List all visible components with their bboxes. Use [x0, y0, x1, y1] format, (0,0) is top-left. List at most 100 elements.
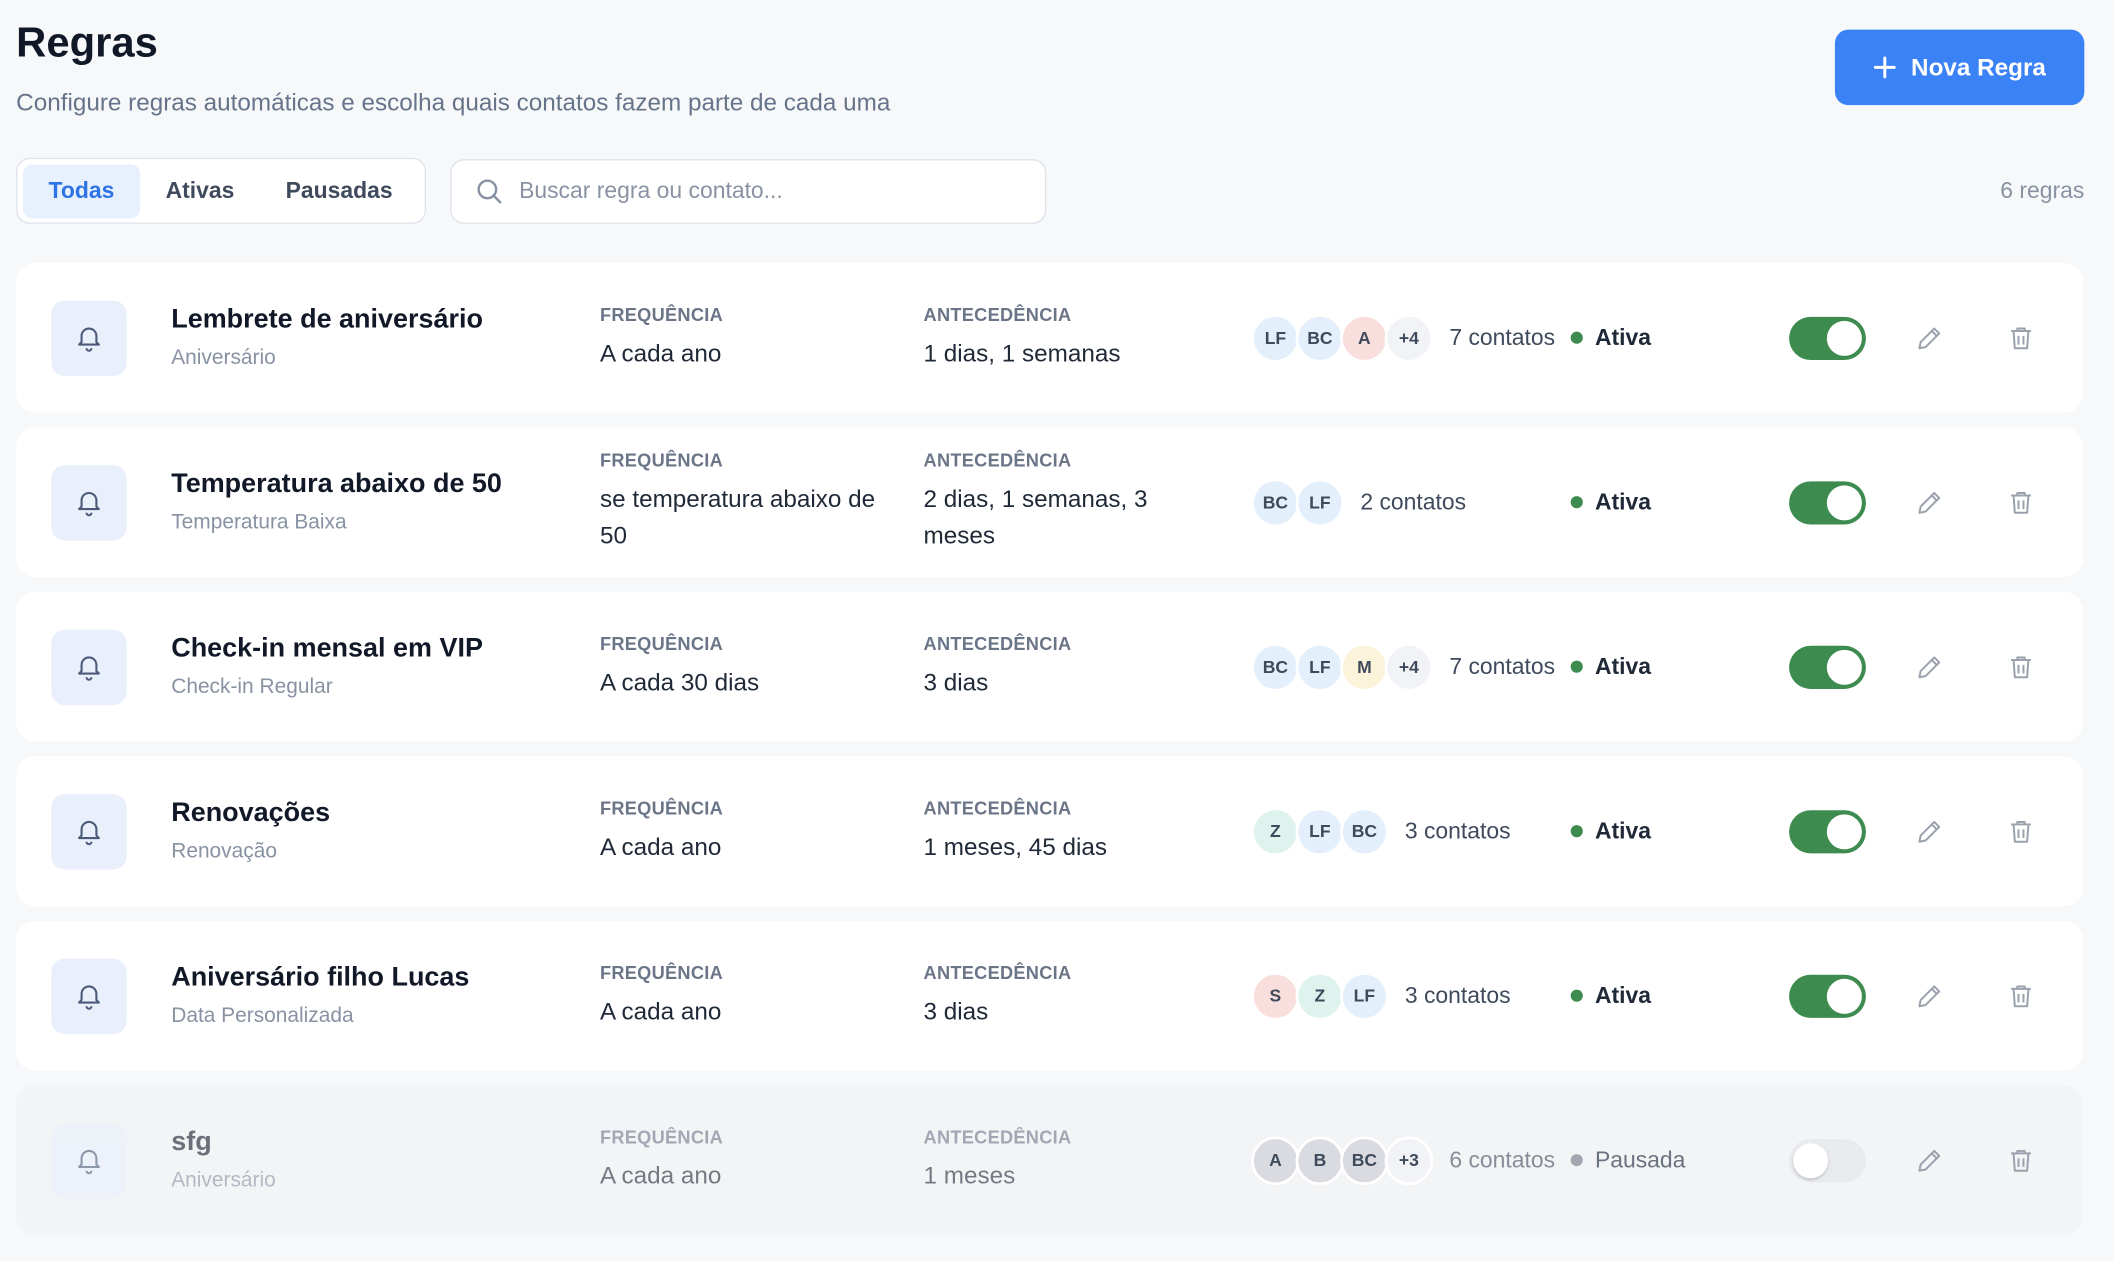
rule-toggle[interactable] [1789, 974, 1866, 1018]
contact-avatar: LF [1340, 971, 1389, 1020]
advance-column: ANTECEDÊNCIA 3 dias [924, 962, 1252, 1029]
contact-avatar: LF [1251, 313, 1300, 362]
delete-button[interactable] [2006, 487, 2036, 523]
trash-icon [2011, 820, 2031, 843]
avatar-stack: BC LF M +4 [1251, 642, 1434, 691]
advance-label: ANTECEDÊNCIA [923, 1126, 1072, 1147]
rule-name: Check-in mensal em VIP [171, 633, 483, 664]
rule-row: Check-in mensal em VIP Check-in Regular FR… [16, 591, 2083, 742]
frequency-value: A cada 30 dias [599, 668, 760, 696]
status-label: Ativa [1594, 817, 1652, 844]
contacts-count: 2 contatos [1360, 489, 1467, 516]
rule-row: Aniversário filho Lucas Data Personalizad… [16, 920, 2083, 1071]
filter-tab[interactable]: Pausadas [285, 177, 393, 203]
contacts-column: LF BC A +4 7 contatos [1251, 313, 1571, 362]
frequency-label: FREQUÊNCIA [599, 797, 724, 818]
edit-button[interactable] [1914, 323, 1944, 359]
delete-button[interactable] [2006, 981, 2036, 1017]
edit-button[interactable] [1914, 487, 1944, 523]
rule-category: Aniversário [171, 1168, 276, 1192]
frequency-value: se temperatura abaixo de 50 [599, 485, 876, 549]
contact-avatar: BC [1251, 477, 1300, 527]
rule-toggle[interactable] [1789, 809, 1866, 853]
trash-icon [2011, 491, 2031, 514]
contact-avatar: B [1295, 1135, 1345, 1185]
rule-name: Aniversário filho Lucas [171, 962, 470, 993]
advance-column: ANTECEDÊNCIA 2 dias, 1 semanas, 3 meses [924, 450, 1252, 554]
rule-toggle[interactable] [1789, 645, 1866, 689]
rule-icon [51, 464, 127, 540]
frequency-label: FREQUÊNCIA [599, 304, 724, 325]
delete-button[interactable] [2006, 323, 2036, 359]
frequency-column: FREQUÊNCIA A cada ano [600, 962, 924, 1029]
status-dot [1570, 1154, 1583, 1167]
advance-label: ANTECEDÊNCIA [923, 632, 1072, 654]
status-label: Pausada [1594, 1146, 1686, 1173]
new-rule-button[interactable]: Nova Regra [1834, 29, 2085, 106]
frequency-value: A cada ano [599, 339, 722, 367]
edit-button[interactable] [1914, 981, 1944, 1017]
search-placeholder: Buscar regra ou contato... [519, 177, 783, 204]
rule-toggle[interactable] [1789, 1138, 1866, 1182]
rule-category: Renovação [171, 839, 277, 863]
frequency-column: FREQUÊNCIA A cada 30 dias [600, 633, 924, 700]
pencil-icon [1918, 1149, 1941, 1172]
advance-label: ANTECEDÊNCIA [923, 797, 1072, 818]
rule-name-column: sfg Aniversário [171, 1127, 600, 1193]
status-label: Ativa [1594, 653, 1652, 679]
bell-icon [78, 1149, 100, 1174]
frequency-value: A cada ano [599, 832, 722, 860]
avatar-stack: LF BC A +4 [1251, 313, 1434, 362]
edit-button[interactable] [1914, 1145, 1944, 1181]
frequency-column: FREQUÊNCIA se temperatura abaixo de 50 [600, 450, 924, 554]
rule-category: Check-in Regular [171, 675, 333, 699]
advance-value: 3 dias [923, 997, 989, 1024]
search-box[interactable]: Buscar regra ou contato... [450, 159, 1047, 224]
frequency-column: FREQUÊNCIA A cada ano [600, 304, 924, 371]
rule-name: Lembrete de aniversário [171, 304, 483, 335]
advance-value: 1 meses [923, 1161, 1016, 1189]
avatar-stack: BC LF [1251, 477, 1345, 527]
rule-icon [51, 1122, 127, 1198]
bell-icon [78, 820, 100, 845]
trash-icon [2011, 326, 2031, 349]
contacts-count: 6 contatos [1449, 1147, 1556, 1173]
frequency-label: FREQUÊNCIA [599, 961, 724, 983]
edit-button[interactable] [1914, 816, 1944, 852]
advance-label: ANTECEDÊNCIA [923, 961, 1072, 983]
contacts-count: 3 contatos [1404, 818, 1511, 844]
advance-value: 1 dias, 1 semanas [923, 339, 1121, 367]
contacts-column: BC LF 2 contatos [1251, 477, 1571, 527]
advance-value: 2 dias, 1 semanas, 3 meses [923, 485, 1148, 549]
advance-value: 1 meses, 45 dias [923, 832, 1107, 860]
rule-row: sfg Aniversário FREQUÊNCIA A cada ano ANTECE… [16, 1085, 2083, 1235]
rule-name-column: Renovações Renovação [171, 798, 600, 864]
filter-tab[interactable]: Todas [22, 163, 140, 218]
advance-label: ANTECEDÊNCIA [923, 450, 1072, 471]
contact-avatar: Z [1251, 806, 1300, 856]
rule-icon [51, 957, 127, 1034]
filter-tab[interactable]: Ativas [165, 177, 235, 203]
rule-toggle[interactable] [1789, 480, 1866, 524]
avatar-stack: A B BC +3 [1251, 1135, 1434, 1185]
rule-status: Ativa [1570, 324, 1787, 351]
rule-status: Ativa [1570, 982, 1787, 1009]
rule-name: Temperatura abaixo de 50 [171, 469, 502, 499]
contact-avatar: LF [1295, 477, 1345, 527]
page-subtitle: Configure regras automáticas e escolha q… [16, 88, 891, 116]
rule-row: Temperatura abaixo de 50 Temperatura Baix… [16, 427, 2083, 578]
edit-button[interactable] [1914, 652, 1944, 688]
delete-button[interactable] [2006, 816, 2036, 852]
contacts-column: A B BC +3 6 contatos [1251, 1135, 1571, 1185]
contact-avatar: M [1340, 642, 1389, 691]
rule-name: Renovações [171, 798, 331, 828]
rule-status: Ativa [1570, 817, 1787, 845]
rule-toggle[interactable] [1789, 316, 1866, 360]
delete-button[interactable] [2006, 652, 2036, 688]
contact-avatar: A [1251, 1135, 1300, 1185]
contact-avatar: +4 [1384, 642, 1434, 691]
advance-column: ANTECEDÊNCIA 1 dias, 1 semanas [924, 304, 1252, 371]
advance-value: 3 dias [923, 668, 989, 696]
avatar-stack: S Z LF [1251, 971, 1389, 1020]
delete-button[interactable] [2006, 1145, 2036, 1181]
